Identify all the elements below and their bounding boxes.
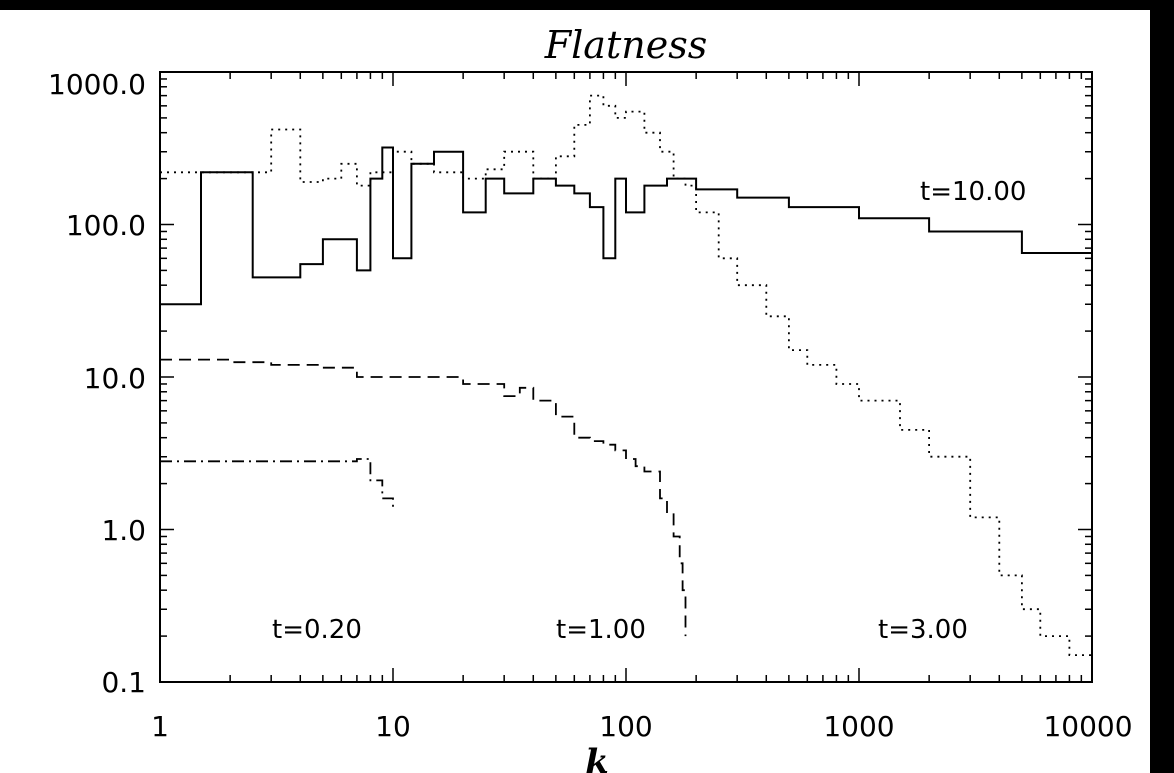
axis-ticks [159,72,1092,683]
flatness-chart: Flatness k 1 10 100 1000 10000 0.1 1.0 1… [48,23,1133,773]
annotation-t020: t=0.20 [272,615,362,645]
x-tick-label-1: 1 [151,710,169,743]
y-tick-label-100: 100.0 [66,209,146,242]
y-tick-label-10: 10.0 [84,362,146,395]
y-tick-label-1: 1.0 [101,514,146,547]
annotation-t10: t=10.00 [920,177,1026,207]
x-tick-label-1000: 1000 [823,710,894,743]
x-tick-label-10000: 10000 [1043,710,1132,743]
annotation-t100: t=1.00 [556,615,646,645]
y-tick-label-1000: 1000.0 [48,68,146,101]
series-line-1 [160,358,687,637]
plot-frame [159,71,1093,683]
annotation-t300: t=3.00 [878,615,968,645]
series-line-3 [160,146,1093,306]
x-tick-label-100: 100 [599,710,652,743]
chart-title: Flatness [544,23,707,67]
series-layer [160,94,1093,682]
series-line-0 [160,458,394,508]
y-tick-label-0.1: 0.1 [101,666,146,699]
chart-figure: Flatness k 1 10 100 1000 10000 0.1 1.0 1… [0,10,1150,773]
x-axis-label: k [585,742,609,773]
x-tick-label-10: 10 [375,710,411,743]
